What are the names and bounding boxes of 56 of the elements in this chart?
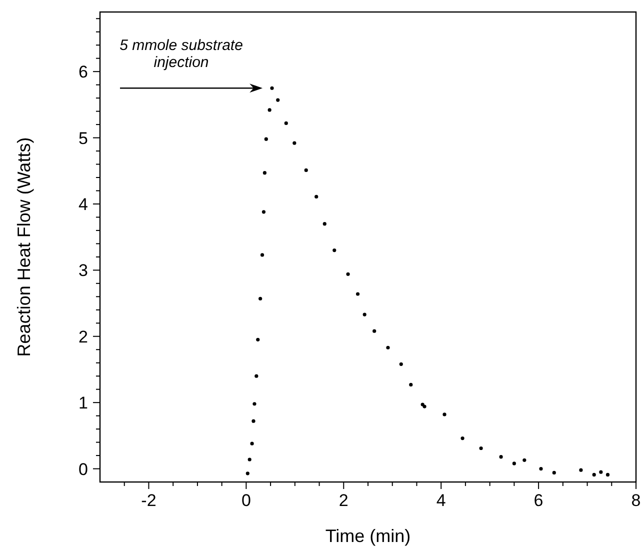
point [270,86,274,90]
annotation: 5 mmole substrate injection [120,37,243,72]
point [479,446,483,450]
point [262,171,266,175]
point [252,402,256,406]
point [254,374,258,378]
point [539,466,543,471]
point [592,472,596,477]
y-tick-label: 6 [78,62,88,82]
point [284,121,288,126]
x-tick-label: -2 [141,491,156,510]
point [314,194,318,198]
point [246,472,250,476]
y-tick-label: 5 [78,128,88,148]
y-tick-label: 0 [78,460,88,479]
point [268,108,272,112]
point [258,296,262,300]
point [606,472,610,477]
x-tick-label: 4 [436,491,446,510]
point [292,141,296,145]
point [579,468,583,472]
point [460,436,464,440]
x-axis-title: Time (min) [325,526,411,546]
point [409,382,413,386]
point [499,455,503,459]
point [260,253,264,257]
point [304,168,308,172]
point [512,462,516,466]
point [346,272,350,276]
point [362,312,366,316]
point [442,412,446,416]
point [248,458,252,462]
point [522,458,526,462]
y-tick-label: 4 [78,194,88,214]
x-tick-label: 6 [534,491,544,510]
y-axis-title: Reaction Heat Flow (Watts) [14,137,34,357]
point [262,210,266,214]
point [276,98,280,102]
x-tick-label: 8 [631,491,641,510]
point [599,470,603,474]
point [356,292,360,296]
x-tick-label: 2 [338,491,348,510]
y-tick-label: 1 [78,394,88,413]
point [332,248,336,252]
point [399,362,403,366]
point [386,346,390,350]
point [264,137,268,141]
x-tick-label: 0 [241,491,251,510]
point [252,419,256,423]
point [372,329,376,333]
point [552,470,556,475]
point [256,338,260,342]
point [250,442,254,446]
y-tick-label: 2 [78,327,88,346]
y-tick-label: 3 [78,261,88,280]
point [322,222,326,226]
